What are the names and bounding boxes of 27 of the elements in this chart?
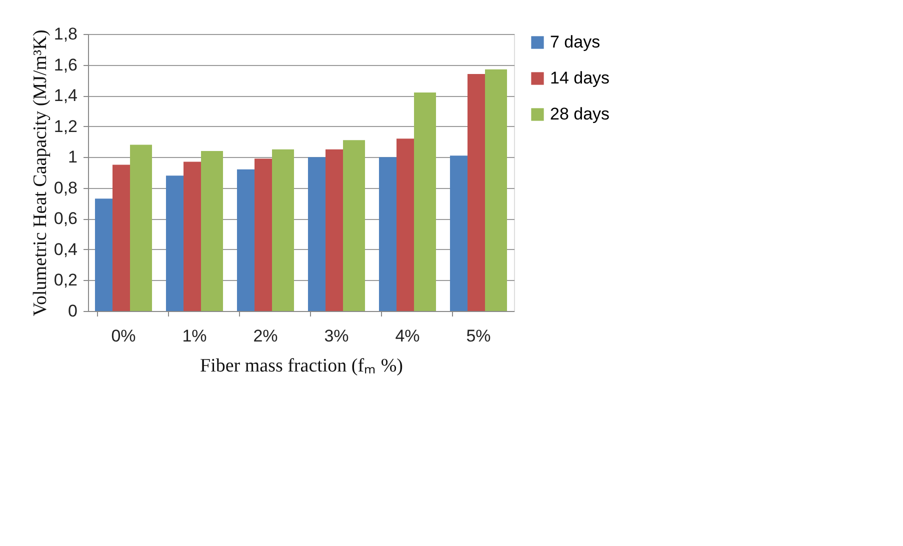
- bar: [272, 149, 294, 311]
- legend-label: 7 days: [550, 32, 600, 52]
- x-tick-label: 1%: [182, 326, 207, 346]
- y-tick-label: 0,2: [54, 270, 78, 290]
- x-tick-label: 4%: [395, 326, 420, 346]
- y-tick-label: 1,8: [54, 24, 78, 44]
- bar: [343, 140, 366, 311]
- x-tick-label: 0%: [111, 326, 136, 346]
- legend-label: 28 days: [550, 104, 610, 124]
- legend-label: 14 days: [550, 68, 610, 88]
- x-axis-title: Fiber mass fraction (fₘ %): [200, 356, 403, 376]
- y-tick-label: 1,6: [54, 55, 78, 74]
- y-tick-label: 0,8: [54, 178, 78, 198]
- bar: [414, 92, 436, 311]
- y-tick-label: 0,6: [54, 209, 78, 228]
- bar: [485, 69, 508, 311]
- x-tick-label: 5%: [466, 326, 491, 346]
- y-tick-label: 1,4: [54, 86, 78, 106]
- y-tick-label: 0,4: [54, 240, 78, 259]
- y-tick-label: 1,2: [54, 116, 78, 136]
- bar: [201, 150, 224, 311]
- y-axis-title: Volumetric Heat Caapacity (MJ/m³K): [30, 30, 51, 316]
- x-tick-label: 2%: [253, 326, 278, 346]
- x-tick-label: 3%: [324, 326, 349, 346]
- bar: [130, 144, 152, 311]
- y-tick-label: 1: [68, 148, 78, 167]
- y-tick-label: 0: [68, 302, 78, 320]
